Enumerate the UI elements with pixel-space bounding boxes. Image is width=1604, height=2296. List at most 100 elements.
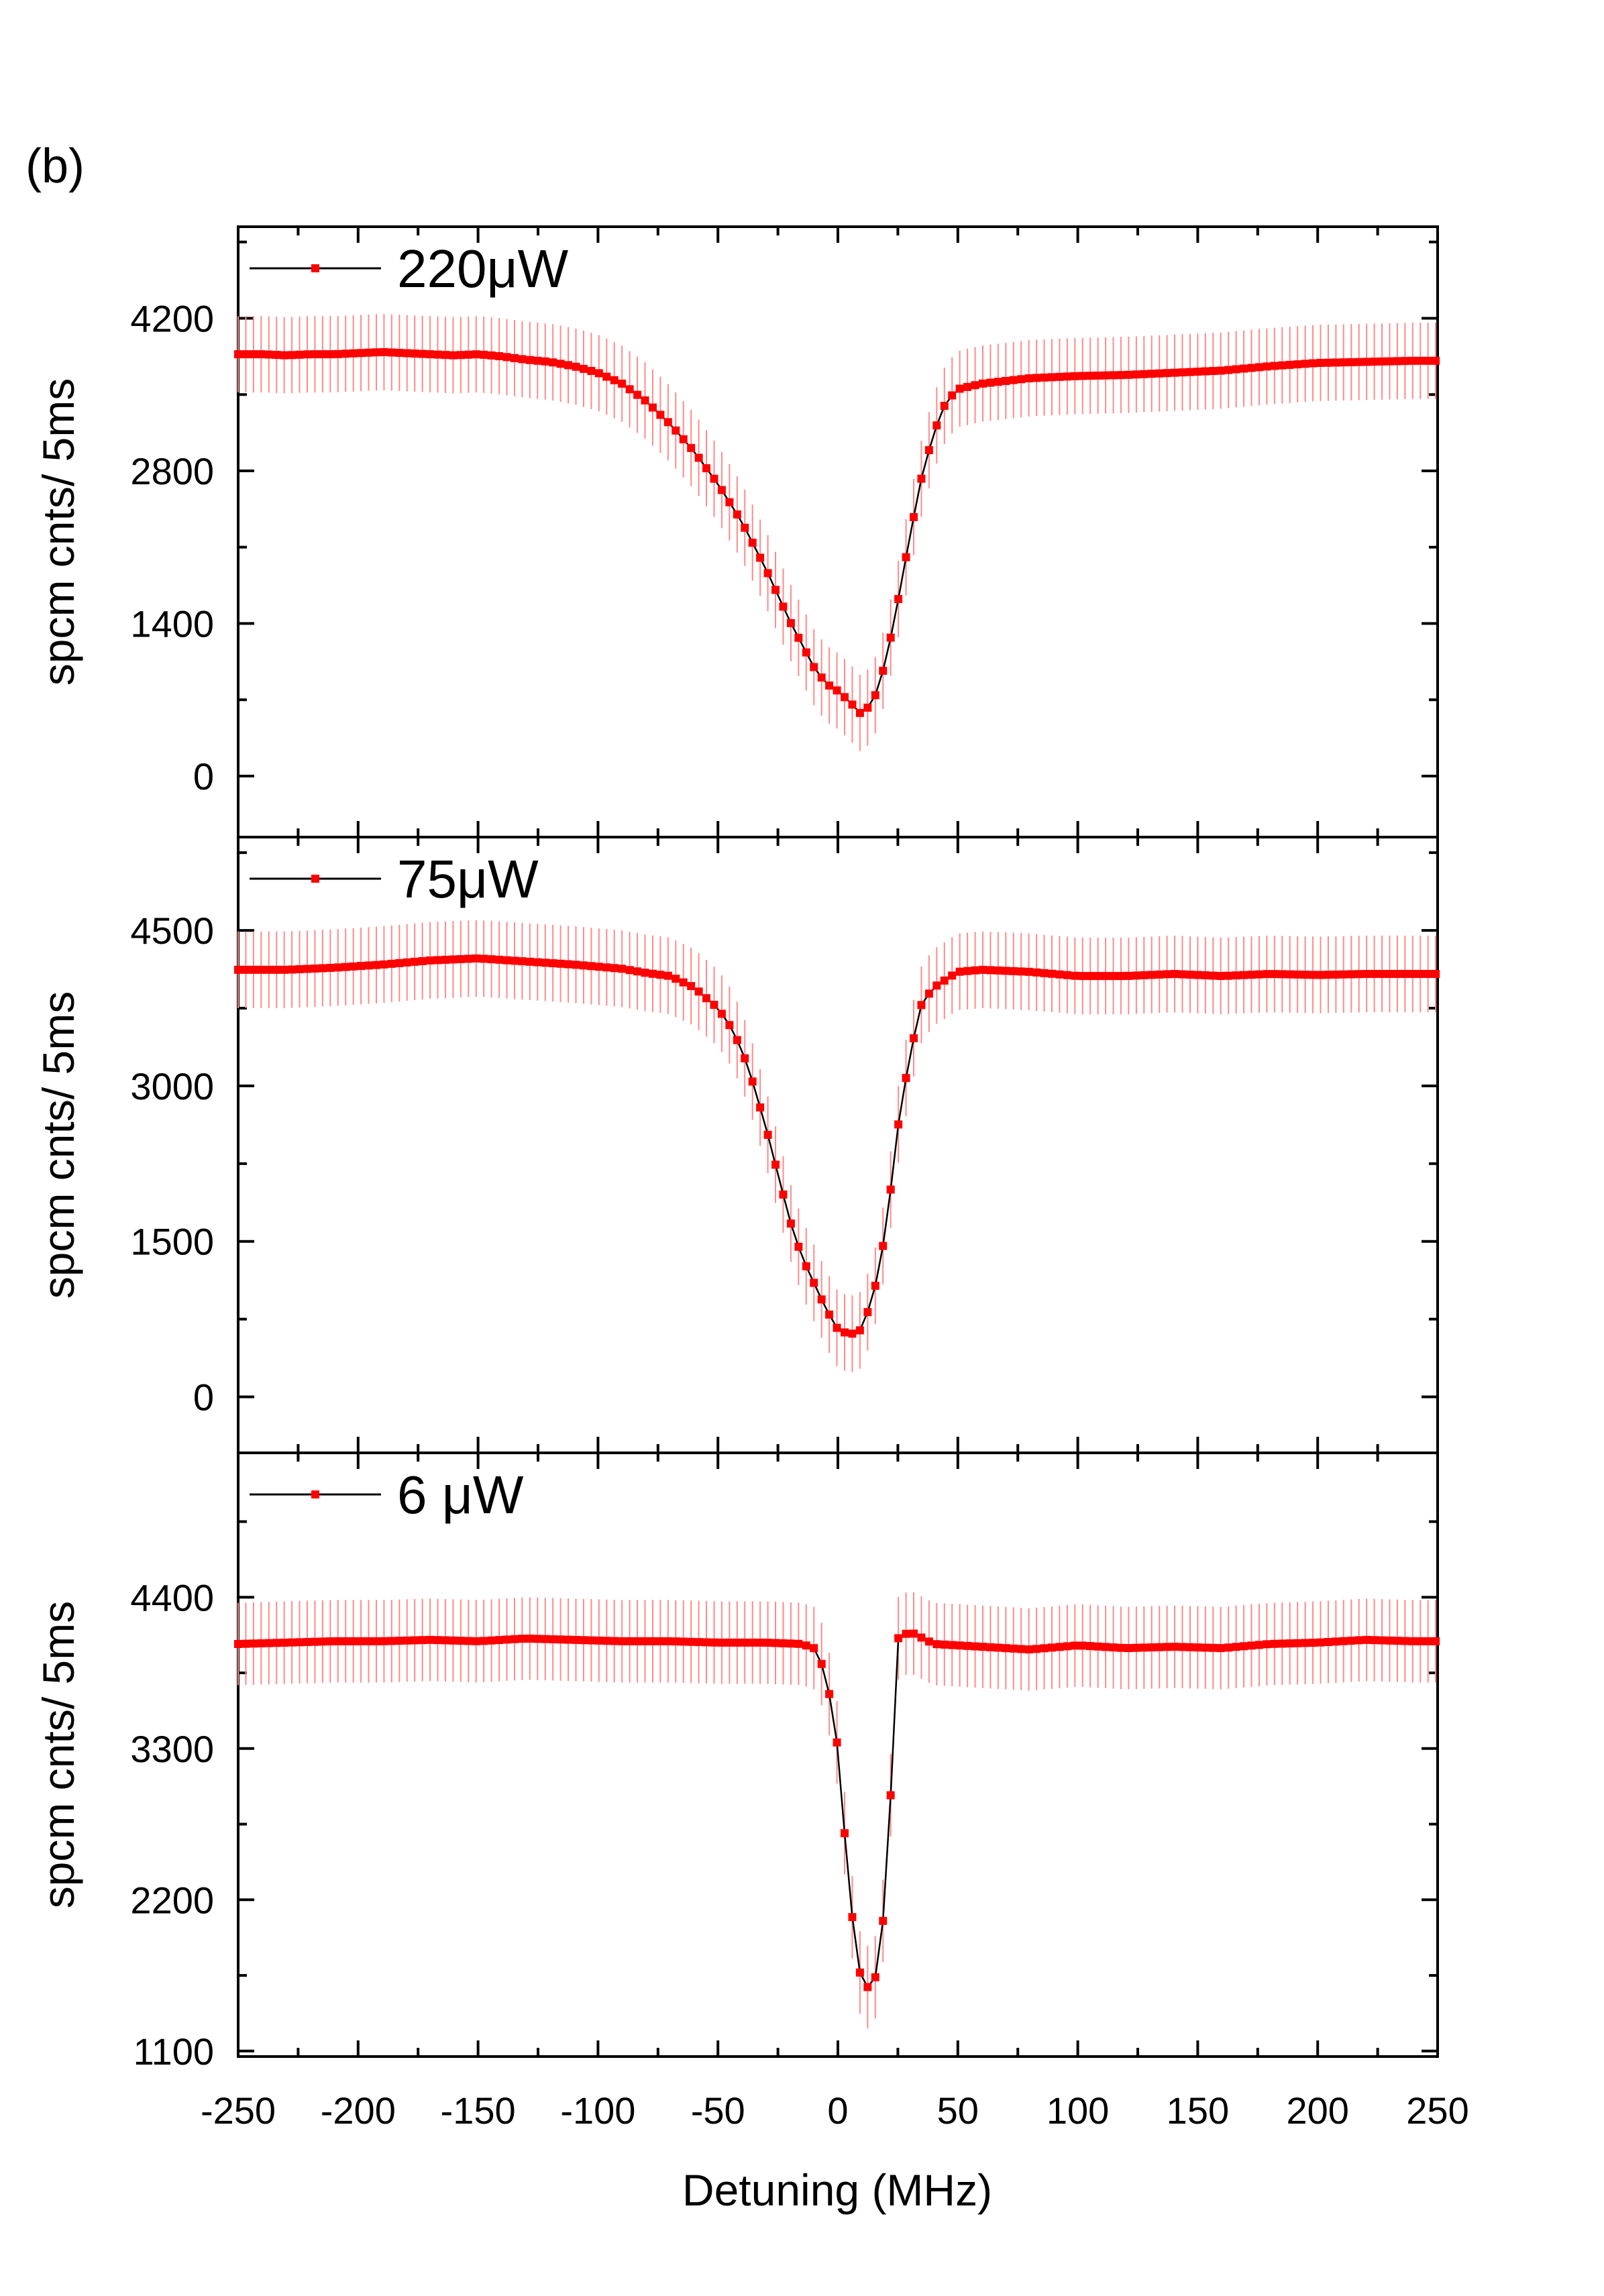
data-point xyxy=(242,350,250,359)
data-point xyxy=(464,954,473,963)
data-point xyxy=(572,961,580,969)
data-point xyxy=(449,351,458,360)
data-point xyxy=(564,361,573,370)
data-point xyxy=(426,350,435,359)
y-ticks: 0 1500 3000 4500 xyxy=(130,851,1438,1419)
error-bars xyxy=(237,920,1437,1372)
data-point xyxy=(1163,1643,1171,1651)
data-point xyxy=(902,553,910,561)
data-point xyxy=(1078,372,1087,380)
data-point xyxy=(725,498,734,506)
data-point xyxy=(741,1054,749,1062)
data-point xyxy=(924,446,933,455)
data-point xyxy=(1178,368,1187,377)
data-point xyxy=(1201,1643,1210,1652)
data-point xyxy=(672,426,680,435)
data-point xyxy=(924,989,933,998)
data-point xyxy=(1185,971,1194,979)
data-point xyxy=(1339,1637,1348,1645)
data-point xyxy=(756,1638,765,1647)
data-point xyxy=(564,960,573,969)
data-point xyxy=(1040,969,1049,977)
data-point xyxy=(264,965,273,974)
data-points xyxy=(234,1629,1440,1991)
data-point xyxy=(1216,366,1225,375)
data-point xyxy=(502,353,511,362)
data-point xyxy=(510,353,519,362)
data-point xyxy=(963,382,972,391)
data-point xyxy=(288,1638,297,1647)
data-point xyxy=(687,443,696,452)
data-point xyxy=(1171,368,1179,377)
data-point xyxy=(318,964,327,973)
data-point xyxy=(303,965,311,973)
series-line xyxy=(237,1633,1436,1989)
data-point xyxy=(1024,374,1033,383)
legend-label: 75μW xyxy=(397,849,539,909)
data-point xyxy=(349,349,358,358)
x-tick-label: -50 xyxy=(691,2089,745,2132)
data-point xyxy=(587,1636,596,1645)
x-tick-label: 100 xyxy=(1047,2089,1109,2132)
data-point xyxy=(272,965,281,974)
data-point xyxy=(1102,371,1110,380)
data-point xyxy=(741,523,749,532)
data-point xyxy=(1385,970,1394,978)
data-point xyxy=(502,1635,511,1644)
data-point xyxy=(472,1637,480,1645)
data-point xyxy=(1309,971,1318,979)
data-point xyxy=(756,1103,765,1112)
data-point xyxy=(602,372,611,381)
data-point xyxy=(1347,970,1356,979)
data-point xyxy=(1071,372,1079,380)
data-point xyxy=(1393,357,1401,366)
x-tick-label: 0 xyxy=(827,2089,848,2132)
data-point xyxy=(871,1973,879,1981)
data-point xyxy=(326,1637,335,1646)
data-point xyxy=(1362,970,1371,978)
y-tick-label: 0 xyxy=(193,755,214,798)
data-point xyxy=(318,350,327,359)
data-point xyxy=(1316,971,1325,979)
data-point xyxy=(656,971,665,979)
data-point xyxy=(756,553,765,562)
x-axis-title: Detuning (MHz) xyxy=(682,2165,992,2215)
data-point xyxy=(1339,970,1348,979)
data-point xyxy=(1385,1636,1394,1645)
data-point xyxy=(1232,365,1240,374)
data-point xyxy=(594,963,603,971)
data-point xyxy=(1140,370,1148,378)
data-point xyxy=(1232,1643,1240,1651)
data-point xyxy=(771,586,780,594)
data-point xyxy=(1401,1637,1409,1645)
data-point xyxy=(1093,371,1102,380)
data-point xyxy=(1263,362,1271,371)
data-point xyxy=(1301,360,1309,368)
data-point xyxy=(986,966,995,975)
data-point xyxy=(855,708,864,717)
data-point xyxy=(1040,1644,1049,1653)
data-point xyxy=(763,569,772,578)
data-point xyxy=(418,349,427,358)
data-point xyxy=(717,486,726,494)
data-point xyxy=(802,648,810,657)
data-point xyxy=(863,1308,872,1317)
data-point xyxy=(333,349,342,358)
data-point xyxy=(525,1634,534,1643)
y-ticks: 0 1400 2800 4200 xyxy=(130,240,1438,798)
data-point xyxy=(1071,971,1079,980)
data-point xyxy=(541,959,549,967)
data-point xyxy=(825,681,834,690)
data-point xyxy=(641,1637,649,1645)
data-point xyxy=(1124,1643,1133,1652)
data-point xyxy=(863,1983,872,1991)
data-point xyxy=(1155,970,1164,979)
data-point xyxy=(456,1637,465,1645)
data-point xyxy=(1193,971,1202,979)
x-tick-label: 250 xyxy=(1406,2089,1468,2132)
data-point xyxy=(1309,1639,1318,1647)
data-point xyxy=(264,350,273,359)
data-point xyxy=(641,396,649,404)
data-point xyxy=(641,969,649,977)
data-point xyxy=(518,355,527,364)
